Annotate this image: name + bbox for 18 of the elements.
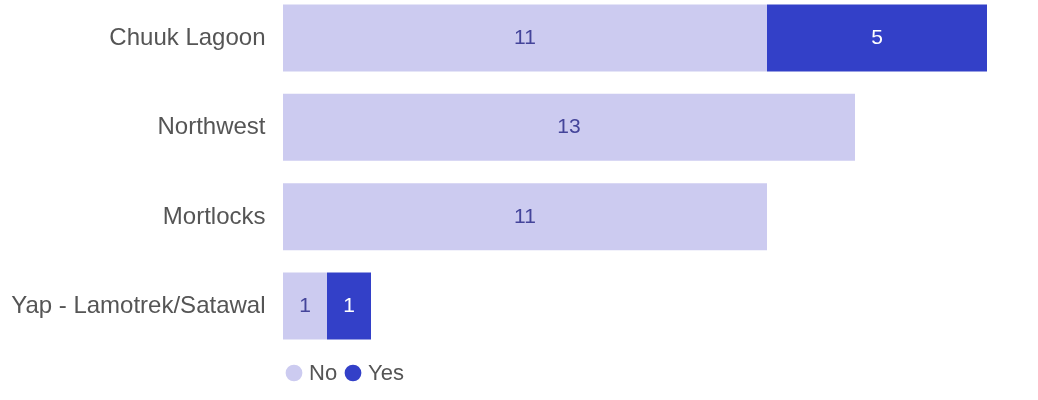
data-label: 1: [343, 293, 355, 317]
data-label: 5: [871, 24, 883, 48]
data-label: 11: [514, 24, 536, 48]
legend-label: Yes: [368, 360, 404, 385]
bar: [327, 272, 371, 340]
y-tick-label: Chuuk Lagoon: [109, 22, 266, 50]
bar: [283, 272, 327, 340]
bar: [283, 183, 767, 251]
y-tick-label: Mortlocks: [162, 201, 266, 229]
data-label: 11: [514, 203, 536, 227]
data-label: 1: [299, 293, 311, 317]
bar: [767, 4, 987, 72]
y-tick-label: Northwest: [157, 112, 266, 140]
y-tick-label: Yap - Lamotrek/Satawal: [11, 291, 266, 319]
bar: [283, 4, 767, 72]
legend-label: No: [309, 360, 338, 385]
data-label: 13: [557, 114, 581, 138]
bar: [283, 93, 855, 161]
